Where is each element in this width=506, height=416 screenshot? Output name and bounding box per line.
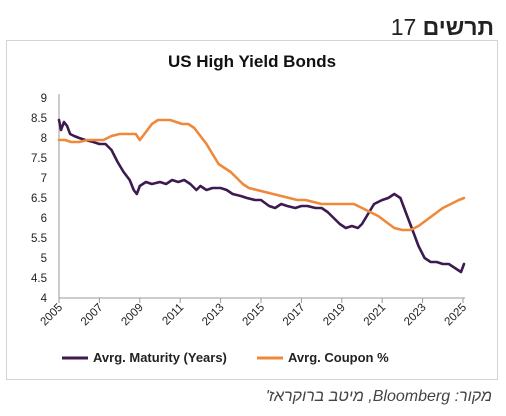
figure-label-word: תרשים bbox=[422, 14, 494, 40]
x-tick-label: 2015 bbox=[241, 302, 268, 329]
x-tick-label: 2009 bbox=[119, 302, 146, 329]
series-line-maturity bbox=[57, 118, 466, 274]
series-layer bbox=[57, 118, 466, 274]
y-tick-label: 5 bbox=[41, 253, 47, 265]
chart-frame: US High Yield Bonds 4 4.5 5 5.5 6 6.5 7 7.5 8 8.5… bbox=[6, 40, 498, 380]
y-tick-label: 8 bbox=[41, 133, 47, 145]
y-tick-label: 7.5 bbox=[31, 153, 47, 165]
line-chart: US High Yield Bonds 4 4.5 5 5.5 6 6.5 7 7.5 8 8.5… bbox=[31, 52, 470, 365]
x-tick-label: 2019 bbox=[321, 302, 348, 329]
y-tick-label: 7 bbox=[41, 173, 47, 185]
y-axis: 4 4.5 5 5.5 6 6.5 7 7.5 8 8.5 9 bbox=[31, 93, 60, 305]
legend-label: Avrg. Maturity (Years) bbox=[93, 350, 227, 365]
x-axis: 2005 2007 2009 2011 2013 2015 2017 2019 2021 2023… bbox=[39, 297, 470, 329]
y-tick-label: 4 bbox=[41, 293, 48, 305]
x-tick-label: 2007 bbox=[79, 302, 106, 329]
y-tick-label: 4.5 bbox=[31, 273, 47, 285]
x-tick-label: 2025 bbox=[443, 302, 470, 329]
x-tick-label: 2011 bbox=[160, 302, 186, 328]
series-line-coupon bbox=[57, 118, 466, 232]
x-tick-label: 2013 bbox=[200, 302, 227, 329]
figure-header: תרשים 17 bbox=[391, 14, 494, 41]
y-tick-label: 5.5 bbox=[31, 233, 47, 245]
x-tick-label: 2005 bbox=[39, 302, 66, 329]
y-tick-label: 8.5 bbox=[31, 113, 47, 125]
x-tick-label: 2021 bbox=[362, 302, 389, 329]
x-tick-label: 2023 bbox=[402, 302, 429, 329]
y-tick-label: 9 bbox=[41, 93, 47, 105]
legend: Avrg. Maturity (Years) Avrg. Coupon % bbox=[62, 350, 389, 365]
legend-label: Avrg. Coupon % bbox=[288, 350, 389, 365]
source-note: מקור: Bloomberg, מיטב ברוקראז' bbox=[265, 388, 492, 405]
figure-label-number: 17 bbox=[390, 14, 417, 40]
y-tick-label: 6 bbox=[41, 213, 47, 225]
chart-title: US High Yield Bonds bbox=[168, 52, 336, 71]
y-tick-label: 6.5 bbox=[31, 193, 47, 205]
x-tick-label: 2017 bbox=[281, 302, 308, 329]
